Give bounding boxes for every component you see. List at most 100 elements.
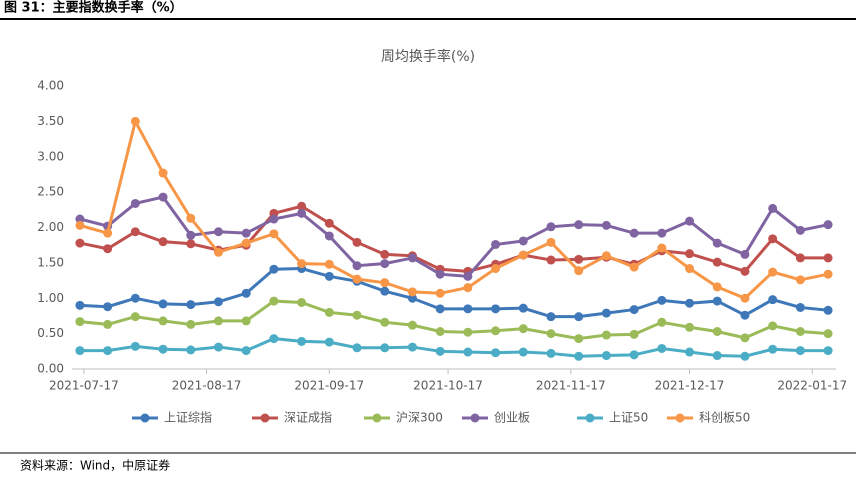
- point: [297, 259, 307, 269]
- point: [75, 238, 85, 248]
- x-tick-label: 2021-08-17: [172, 379, 242, 393]
- point: [546, 255, 556, 265]
- point: [823, 346, 833, 356]
- series-line: [79, 204, 829, 274]
- y-tick-label: 2.00: [37, 220, 64, 234]
- point: [768, 203, 778, 213]
- point: [186, 345, 196, 355]
- point: [491, 348, 501, 358]
- point: [380, 259, 390, 269]
- point: [601, 351, 611, 361]
- point: [324, 337, 334, 347]
- x-tick-label: 2021-07-17: [49, 379, 119, 393]
- point: [768, 234, 778, 244]
- legend-marker: [470, 413, 480, 423]
- x-tick-label: 2021-12-17: [655, 379, 725, 393]
- point: [352, 261, 362, 271]
- point: [380, 343, 390, 353]
- point: [629, 329, 639, 339]
- point: [491, 304, 501, 314]
- point: [795, 346, 805, 356]
- point: [352, 237, 362, 247]
- point: [324, 271, 334, 281]
- x-tick-label: 2021-09-17: [294, 379, 364, 393]
- point: [768, 267, 778, 277]
- point: [269, 296, 279, 306]
- point: [352, 343, 362, 353]
- series-line: [79, 267, 829, 319]
- point: [740, 293, 750, 303]
- y-tick-label: 3.50: [37, 114, 64, 128]
- point: [241, 288, 251, 298]
- legend-label: 深证成指: [284, 410, 332, 425]
- point: [546, 312, 556, 322]
- x-tick-label: 2021-10-17: [413, 379, 483, 393]
- point: [712, 296, 722, 306]
- chart-title: 周均换手率(%): [381, 48, 475, 65]
- point: [795, 302, 805, 312]
- point: [712, 282, 722, 292]
- y-tick-label: 1.00: [37, 291, 64, 305]
- point: [685, 264, 695, 274]
- point: [186, 300, 196, 310]
- point: [740, 351, 750, 361]
- point: [574, 220, 584, 230]
- point: [629, 305, 639, 315]
- point: [75, 220, 85, 230]
- point: [685, 347, 695, 357]
- point: [574, 334, 584, 344]
- point: [241, 228, 251, 238]
- point: [823, 253, 833, 263]
- point: [685, 322, 695, 332]
- point: [518, 236, 528, 246]
- point: [213, 297, 223, 307]
- point: [601, 330, 611, 340]
- point: [241, 346, 251, 356]
- x-tick-label: 2021-11-17: [536, 379, 606, 393]
- point: [130, 293, 140, 303]
- point: [75, 346, 85, 356]
- point: [768, 344, 778, 354]
- legend-label: 创业板: [494, 411, 530, 425]
- point: [158, 237, 168, 247]
- point: [795, 225, 805, 235]
- point: [324, 259, 334, 269]
- point: [213, 342, 223, 352]
- point: [795, 275, 805, 285]
- y-tick-label: 3.00: [37, 149, 64, 163]
- point: [601, 308, 611, 318]
- point: [435, 327, 445, 337]
- y-tick-label: 0.50: [37, 326, 64, 340]
- point: [213, 227, 223, 237]
- header: 图 31：主要指数换手率（%）: [4, 0, 183, 16]
- series-line: [79, 337, 829, 358]
- point: [823, 220, 833, 230]
- series-line: [79, 117, 829, 301]
- point: [213, 247, 223, 257]
- point: [435, 304, 445, 314]
- point: [186, 213, 196, 223]
- point: [158, 192, 168, 202]
- point: [491, 239, 501, 249]
- legend-marker: [372, 413, 382, 423]
- point: [352, 274, 362, 284]
- point: [657, 317, 667, 327]
- series-line: [79, 299, 829, 341]
- point: [130, 312, 140, 322]
- point: [130, 116, 140, 126]
- y-tick-label: 0.00: [37, 362, 64, 376]
- point: [324, 218, 334, 228]
- point: [712, 238, 722, 248]
- point: [75, 214, 85, 224]
- point: [657, 295, 667, 305]
- point: [407, 293, 417, 303]
- point: [823, 329, 833, 339]
- point: [435, 269, 445, 279]
- point: [685, 298, 695, 308]
- point: [657, 228, 667, 238]
- point: [574, 312, 584, 322]
- legend-marker: [260, 413, 270, 423]
- point: [380, 286, 390, 296]
- point: [186, 319, 196, 329]
- legend-label: 上证50: [609, 411, 648, 425]
